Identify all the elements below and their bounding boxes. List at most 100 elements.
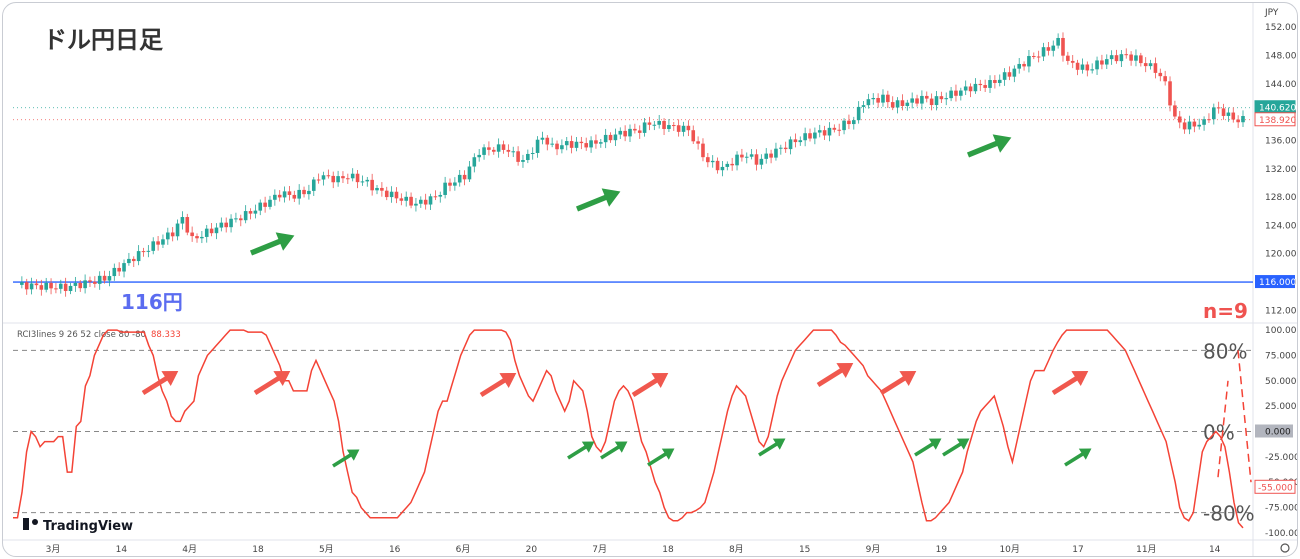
candle-body xyxy=(779,147,783,149)
candle-body xyxy=(355,173,360,183)
candle-body xyxy=(166,232,170,240)
candle-body xyxy=(895,100,900,108)
candle-body xyxy=(740,154,744,158)
candle-body xyxy=(1012,68,1017,77)
candle-body xyxy=(1153,63,1158,73)
candle-body xyxy=(341,176,345,179)
candle-body xyxy=(146,250,151,252)
candle-body xyxy=(526,153,530,161)
candle-body xyxy=(642,122,647,133)
candle-body xyxy=(910,98,914,103)
candle-body xyxy=(238,218,243,221)
candle-body xyxy=(423,199,428,205)
price-marker-badge xyxy=(1254,112,1296,127)
candle-body xyxy=(754,154,759,165)
candle-body xyxy=(1134,55,1138,61)
tradingview-watermark: TradingView xyxy=(43,519,133,534)
candle-body xyxy=(949,90,953,99)
candle-body xyxy=(963,86,968,91)
time-axis-tick-label: 6月 xyxy=(456,544,471,555)
time-axis-tick-label: 10月 xyxy=(999,544,1019,555)
candle-body xyxy=(623,130,627,137)
candle-body xyxy=(759,158,764,165)
time-axis-tick-label: 11月 xyxy=(1136,544,1156,555)
candle-body xyxy=(594,140,598,144)
time-axis-tick-label: 20 xyxy=(526,545,538,555)
rci-current-label: -55.000 xyxy=(1258,483,1293,493)
candle-body xyxy=(44,282,48,290)
candle-body xyxy=(944,98,949,100)
settings-gear-icon xyxy=(1280,543,1290,553)
time-axis-tick-label: 19 xyxy=(936,545,948,555)
uptrend-arrow-icon xyxy=(249,232,295,256)
candle-body xyxy=(229,218,233,228)
candle-body xyxy=(506,149,511,152)
rci-axis-tick-label: 100.000 xyxy=(1265,326,1297,336)
candle-body xyxy=(287,191,292,195)
candle-body xyxy=(170,232,175,237)
candle-body xyxy=(1202,119,1206,125)
candle-body xyxy=(29,283,34,290)
price-axis-tick-label: 112.000 xyxy=(1265,306,1297,316)
candle-body xyxy=(886,94,890,103)
candle-body xyxy=(662,120,666,129)
candle-body xyxy=(365,179,370,182)
chart-title: ドル円日足 xyxy=(43,26,163,54)
candle-body xyxy=(1139,55,1143,64)
candle-body xyxy=(832,127,837,130)
candle-body xyxy=(321,175,326,180)
time-axis-tick-label: 14 xyxy=(1209,545,1221,555)
candle-body xyxy=(1129,54,1133,61)
candle-body xyxy=(243,211,248,221)
candle-body xyxy=(579,141,584,144)
time-axis-tick-label: 4月 xyxy=(182,544,197,555)
candle-body xyxy=(720,166,725,171)
candle-body xyxy=(375,187,379,191)
price-marker-label: 140.620 xyxy=(1259,104,1296,114)
candle-body xyxy=(939,96,944,100)
candle-body xyxy=(808,133,812,139)
candle-body xyxy=(1002,72,1007,80)
candle-body xyxy=(764,153,769,159)
candle-body xyxy=(628,128,632,137)
candle-body xyxy=(652,124,657,126)
candle-body xyxy=(798,140,803,143)
candle-body xyxy=(1197,124,1202,127)
tradingview-logo-icon xyxy=(23,518,29,530)
currency-label[interactable]: JPY xyxy=(1264,8,1279,18)
candle-body xyxy=(467,166,472,180)
candle-body xyxy=(837,129,841,131)
candle-body xyxy=(268,199,272,207)
candle-body xyxy=(457,174,462,183)
candle-body xyxy=(316,179,321,181)
candle-body xyxy=(978,83,983,86)
candle-body xyxy=(1066,55,1070,61)
candle-body xyxy=(516,151,520,162)
candle-body xyxy=(501,144,506,150)
overbought-arrow-icon xyxy=(141,370,179,396)
candle-body xyxy=(1231,112,1236,120)
candle-body xyxy=(871,97,876,100)
overbought-arrow-icon xyxy=(1051,370,1089,396)
overbought-arrow-icon xyxy=(631,372,669,398)
candle-body xyxy=(1027,56,1031,67)
candle-body xyxy=(380,187,384,191)
candle-body xyxy=(613,134,618,141)
candle-body xyxy=(273,194,277,200)
candle-body xyxy=(24,282,29,290)
candle-body xyxy=(783,147,788,150)
zero-level-badge xyxy=(1255,424,1293,438)
candle-body xyxy=(472,157,477,167)
overbought-arrow-icon xyxy=(479,372,517,398)
candle-body xyxy=(409,196,413,206)
candle-body xyxy=(360,181,365,183)
candle-body xyxy=(1192,121,1197,127)
candle-body xyxy=(1056,37,1060,46)
candle-body xyxy=(749,154,754,157)
time-axis-tick-label: 16 xyxy=(389,545,401,555)
candle-body xyxy=(214,227,219,234)
turning-arrow-icon xyxy=(942,438,970,457)
candle-body xyxy=(968,86,973,92)
candle-body xyxy=(827,127,832,136)
candle-body xyxy=(83,280,87,289)
